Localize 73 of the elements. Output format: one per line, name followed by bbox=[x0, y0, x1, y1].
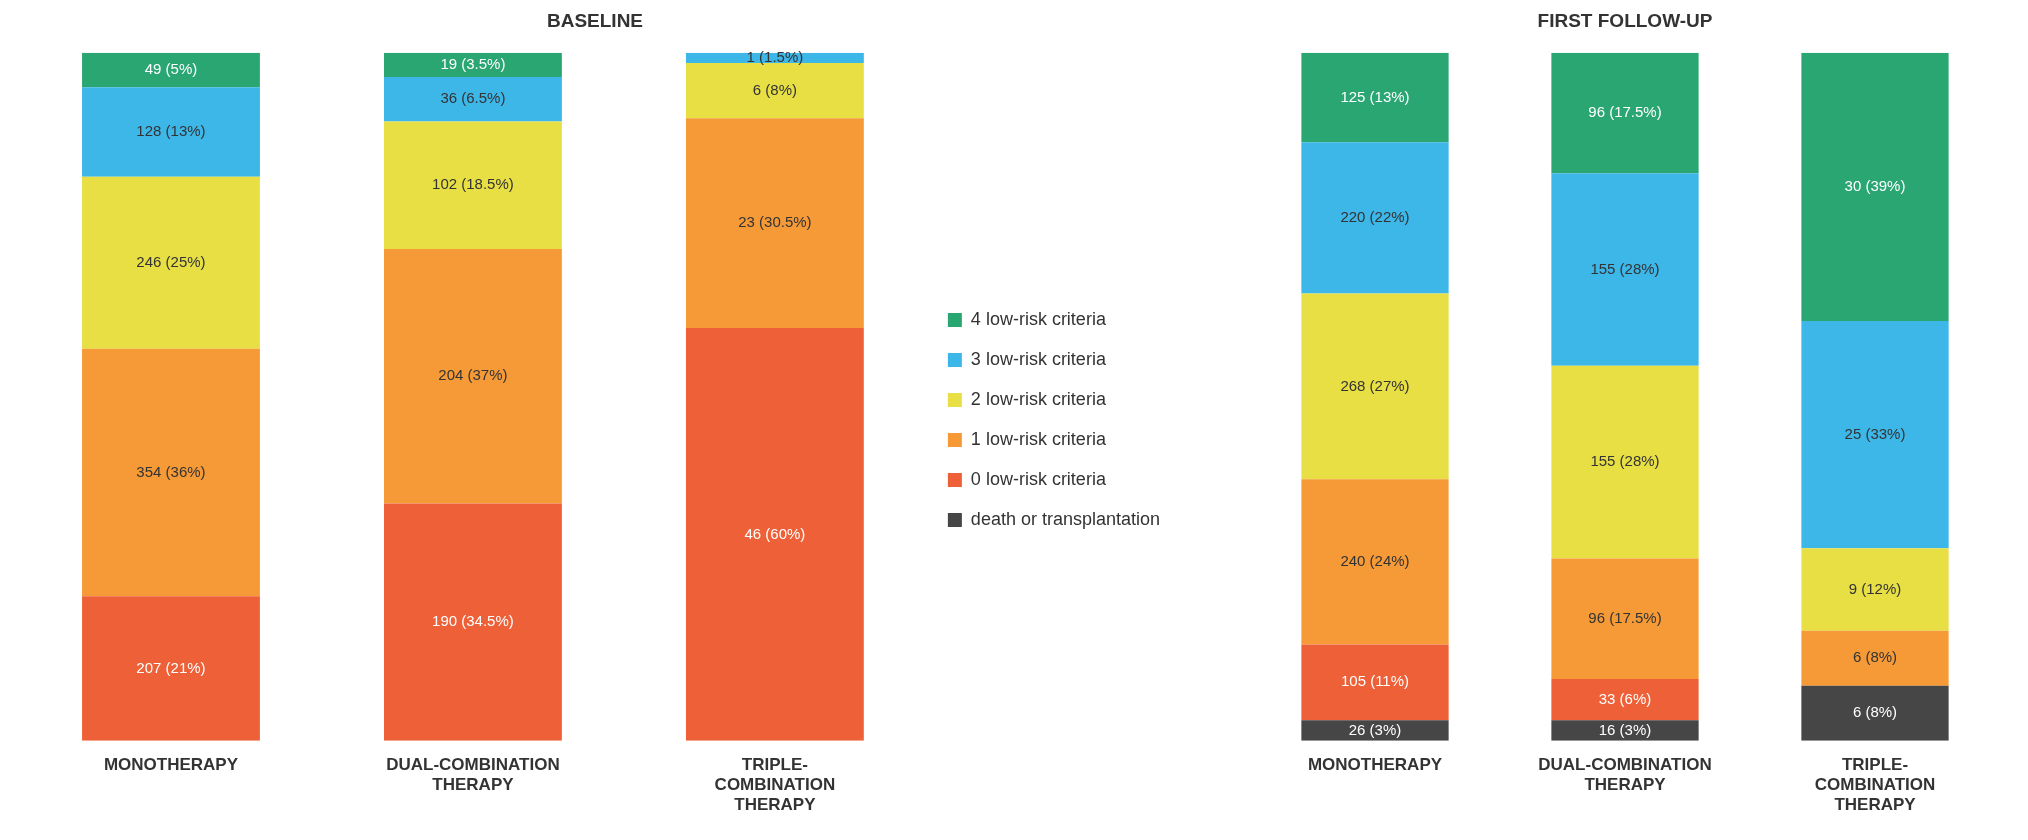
data-label: 96 (17.5%) bbox=[1588, 103, 1662, 121]
data-label: 26 (3%) bbox=[1348, 720, 1402, 738]
bar bbox=[384, 121, 562, 249]
bar bbox=[1551, 558, 1699, 679]
data-label: 102 (18.5%) bbox=[432, 175, 514, 193]
legend-label: 0 low-risk criteria bbox=[970, 468, 1107, 489]
data-label: 354 (36%) bbox=[136, 462, 206, 480]
data-label: 220 (22%) bbox=[1340, 208, 1410, 226]
data-label: 36 (6.5%) bbox=[440, 89, 506, 107]
bar bbox=[1801, 52, 1949, 322]
x-tick-label: MONOTHERAPY bbox=[1307, 754, 1443, 774]
x-tick-label: DUAL-COMBINATION THERAPY bbox=[1538, 754, 1712, 795]
bar bbox=[1801, 630, 1949, 686]
data-label: 105 (11%) bbox=[1340, 672, 1410, 690]
data-label: 25 (33%) bbox=[1844, 424, 1906, 442]
bar bbox=[1551, 173, 1699, 366]
bar bbox=[384, 76, 562, 122]
bar bbox=[384, 503, 562, 741]
legend-label: 1 low-risk criteria bbox=[970, 428, 1107, 449]
x-tick-label: TRIPLE-COMBINATION THERAPY bbox=[1814, 754, 1936, 815]
data-label: 268 (27%) bbox=[1340, 376, 1410, 394]
data-label: 1 (1.5%) bbox=[746, 48, 804, 66]
bar bbox=[82, 176, 260, 349]
data-label: 33 (6%) bbox=[1598, 689, 1652, 707]
bar bbox=[685, 118, 864, 328]
data-label: 23 (30.5%) bbox=[738, 213, 812, 231]
legend-label: death or transplantation bbox=[970, 508, 1161, 529]
bar bbox=[1551, 52, 1699, 174]
bar bbox=[1801, 321, 1949, 549]
chart-title: FIRST FOLLOW-UP bbox=[1537, 9, 1713, 31]
data-label: 155 (28%) bbox=[1590, 452, 1660, 470]
bar bbox=[82, 52, 260, 88]
bar bbox=[1551, 365, 1699, 559]
bar bbox=[384, 248, 562, 504]
legend-label: 2 low-risk criteria bbox=[970, 388, 1107, 409]
bar bbox=[1801, 685, 1949, 741]
data-label: 16 (3%) bbox=[1598, 720, 1652, 738]
data-label: 207 (21%) bbox=[136, 658, 206, 676]
data-label: 6 (8%) bbox=[1852, 703, 1898, 721]
data-label: 6 (8%) bbox=[752, 80, 797, 98]
bar bbox=[82, 87, 260, 177]
data-label: 30 (39%) bbox=[1844, 177, 1906, 195]
x-tick-label: DUAL-COMBINATION THERAPY bbox=[386, 754, 560, 795]
data-label: 155 (28%) bbox=[1590, 259, 1660, 277]
bar bbox=[1301, 142, 1449, 294]
bar bbox=[685, 328, 864, 741]
legend-label: 4 low-risk criteria bbox=[970, 308, 1107, 329]
data-label: 125 (13%) bbox=[1340, 87, 1410, 105]
bar bbox=[1551, 678, 1699, 721]
bar bbox=[685, 63, 864, 119]
data-label: 240 (24%) bbox=[1340, 552, 1410, 570]
data-label: 128 (13%) bbox=[136, 122, 206, 140]
bar bbox=[1301, 293, 1449, 480]
bar bbox=[384, 52, 562, 77]
legend-label: 3 low-risk criteria bbox=[970, 348, 1107, 369]
data-label: 19 (3.5%) bbox=[440, 54, 506, 72]
bar bbox=[1301, 479, 1449, 645]
data-label: 96 (17.5%) bbox=[1588, 608, 1662, 626]
data-label: 204 (37%) bbox=[438, 366, 508, 384]
data-label: 6 (8%) bbox=[1852, 648, 1898, 666]
bar bbox=[82, 348, 260, 597]
bar bbox=[82, 596, 260, 741]
data-label: 46 (60%) bbox=[744, 524, 806, 542]
bar bbox=[1301, 52, 1449, 143]
data-label: 9 (12%) bbox=[1848, 579, 1902, 597]
x-tick-label: MONOTHERAPY bbox=[103, 754, 239, 774]
data-label: 246 (25%) bbox=[136, 252, 206, 270]
chart-title: BASELINE bbox=[546, 9, 644, 31]
x-tick-label: TRIPLE-COMBINATION THERAPY bbox=[714, 754, 836, 815]
bar bbox=[1301, 644, 1449, 721]
data-label: 49 (5%) bbox=[144, 60, 198, 78]
bar bbox=[1801, 548, 1949, 631]
data-label: 190 (34.5%) bbox=[432, 612, 514, 630]
